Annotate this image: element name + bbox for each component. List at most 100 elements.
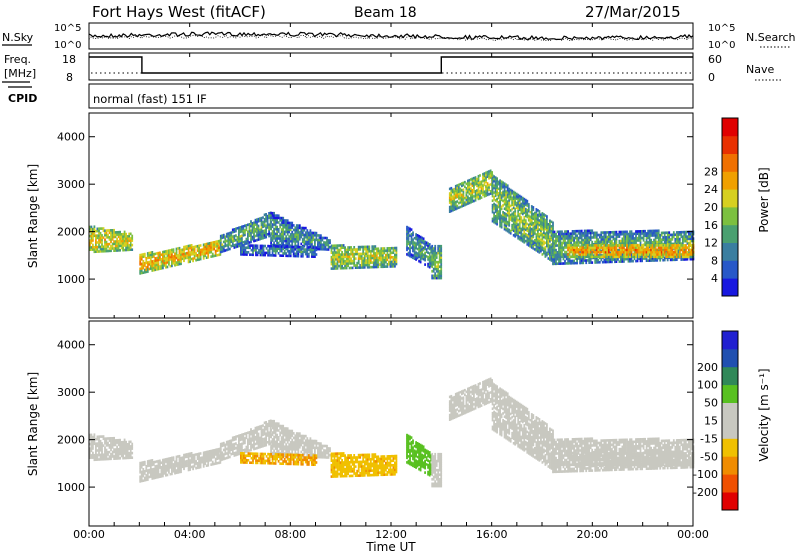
power-echo-cell [678,250,681,254]
power-echo-cell [266,226,269,229]
power-echo-cell [607,250,610,254]
power-echo-cell [413,248,416,251]
power-echo-cell [189,244,191,247]
velocity-echo-cell [195,466,197,470]
power-echo-cell [546,219,548,223]
power-echo-cell [338,260,340,263]
power-echo-cell [636,230,639,233]
power-echo-cell [594,246,597,249]
power-echo-cell [570,239,572,242]
power-echo-cell [95,245,97,249]
velocity-echo-cell [183,460,185,464]
power-echo-cell [543,235,545,239]
power-echo-cell [341,260,343,263]
power-echo-cell [151,251,154,254]
power-echo-cell [689,239,692,243]
power-echo-cell [196,256,199,259]
power-echo-cell [308,240,310,244]
power-echo-cell [425,250,428,254]
power-echo-cell [668,248,671,252]
velocity-echo-cell [95,458,97,461]
power-echo-cell [261,249,263,252]
power-echo-cell [474,178,477,182]
power-echo-cell [624,248,627,252]
power-echo-cell [291,245,294,249]
power-echo-cell [526,199,529,203]
power-echo-cell [359,248,362,251]
power-echo-cell [377,258,380,262]
power-echo-cell [339,257,342,261]
power-echo-cell [165,259,167,262]
power-echo-cell [659,253,662,256]
power-echo-cell [480,189,483,193]
power-echo-cell [242,225,245,228]
power-echo-cell [505,183,508,186]
power-echo-cell [470,178,472,181]
power-echo-cell [502,195,504,198]
power-echo-cell [451,206,454,210]
power-echo-cell [505,185,508,189]
power-echo-cell [533,213,536,217]
power-echo-cell [143,264,146,267]
power-echo-cell [585,259,588,262]
power-echo-cell [129,232,132,236]
velocity-echo-cell [178,464,181,467]
power-echo-cell [615,246,618,249]
power-echo-cell [684,250,687,254]
power-echo-cell [515,220,518,223]
power-echo-cell [503,214,506,217]
power-echo-cell [389,249,392,252]
power-echo-cell [395,253,398,257]
power-echo-cell [99,231,102,235]
power-echo-cell [629,239,631,243]
power-echo-cell [383,260,386,264]
power-echo-cell [689,244,692,247]
power-echo-cell [202,254,205,258]
power-echo-cell [503,193,506,197]
power-echo-cell [292,247,295,251]
power-echo-cell [546,228,548,232]
power-echo-cell [675,233,678,236]
power-echo-cell [606,248,609,252]
power-echo-cell [486,170,489,174]
power-echo-cell [662,246,665,249]
velocity-echo-cell [157,471,160,474]
power-echo-cell [216,247,219,250]
power-echo-cell [614,242,616,245]
power-echo-cell [571,253,574,256]
power-echo-cell [603,260,606,264]
power-echo-cell [241,246,244,249]
power-echo-cell [432,267,435,271]
power-echo-cell [627,246,630,249]
power-echo-cell [544,236,547,240]
velocity-echo-cell [102,444,105,447]
power-echo-cell [549,219,551,223]
power-echo-cell [285,235,288,238]
power-echo-cell [642,239,645,242]
power-echo-cell [663,250,666,254]
noise-search-trace [88,34,694,42]
power-echo-cell [517,232,520,236]
power-echo-cell [666,250,669,254]
power-echo-cell [527,228,530,231]
power-echo-cell [564,253,566,256]
power-echo-cell [635,259,637,263]
power-echo-cell [543,247,545,250]
power-echo-cell [381,247,384,250]
power-echo-cell [344,260,346,263]
power-echo-cell [111,235,114,239]
power-echo-cell [518,224,521,227]
power-echo-cell [261,253,263,257]
power-echo-cell [517,212,520,215]
velocity-echo-cell [155,471,158,475]
power-echo-cell [515,229,518,232]
power-echo-cell [669,250,672,254]
power-echo-cell [614,237,616,241]
power-echo-cell [374,245,377,248]
power-echo-cell [412,254,414,257]
power-echo-cell [280,219,283,222]
power-echo-cell [271,223,274,226]
power-echo-cell [683,258,686,261]
power-echo-cell [532,240,535,243]
power-echo-cell [547,241,550,244]
